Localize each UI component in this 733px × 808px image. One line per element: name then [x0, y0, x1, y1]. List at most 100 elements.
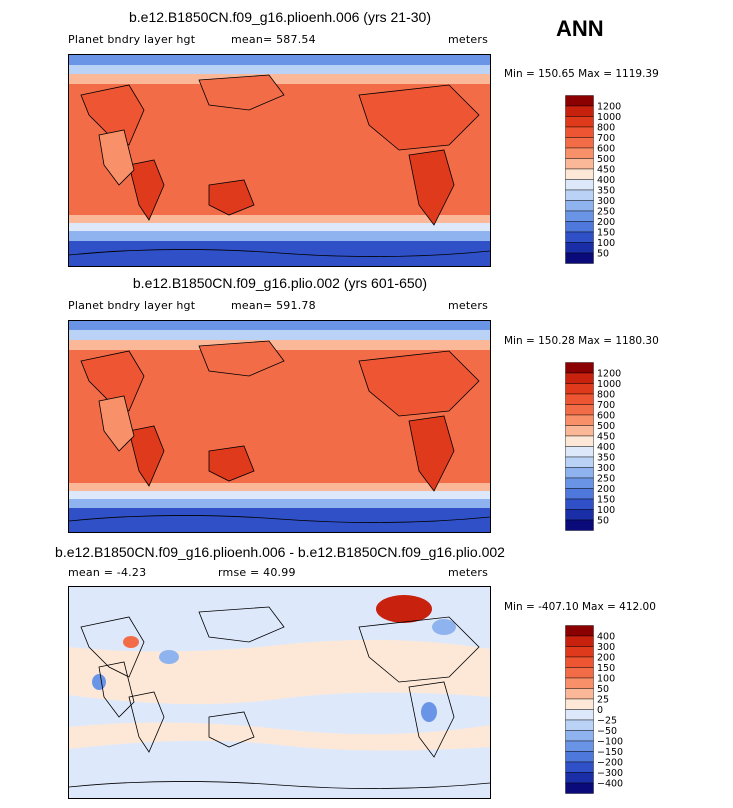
arctic-band: [69, 321, 490, 330]
colorbar-tick-label: 25: [597, 695, 609, 706]
panel-1-map-svg: [69, 55, 490, 266]
colorbar-swatch: [565, 168, 594, 180]
colorbar-tick-label: 350: [597, 186, 615, 197]
colorbar-swatch: [565, 393, 594, 405]
australia-outline: [208, 179, 255, 216]
colorbar-swatch: [565, 519, 594, 531]
colorbar-swatch: [565, 761, 594, 773]
colorbar-tick-label: 1000: [597, 112, 621, 123]
southern-band-1: [69, 215, 490, 223]
colorbar-swatch: [565, 456, 594, 468]
colorbar-tick-label: 100: [597, 238, 615, 249]
colorbar-tick-label: 100: [597, 505, 615, 516]
colorbar-tick-label: 400: [597, 632, 615, 643]
south-america-east-outline: [408, 149, 455, 226]
panel-1-mean-label: mean= 587.54: [231, 33, 316, 46]
colorbar-tick-label: 300: [597, 463, 615, 474]
colorbar-swatch: [565, 467, 594, 479]
colorbar-swatch: [565, 719, 594, 731]
colorbar-swatch: [565, 435, 594, 447]
colorbar-swatch: [565, 772, 594, 784]
eurasia-east-outline: [358, 84, 480, 151]
colorbar-tick-label: 1000: [597, 379, 621, 390]
colorbar-tick-label: −200: [597, 758, 623, 769]
colorbar-tick-label: 500: [597, 421, 615, 432]
panel-3-map: [68, 586, 491, 799]
colorbar-tick-label: 600: [597, 411, 615, 422]
south-america-negative-anomaly: [421, 702, 437, 722]
africa-outline: [98, 661, 135, 718]
panel-2-variable-label: Planet bndry layer hgt: [68, 299, 196, 312]
colorbar-swatch: [565, 95, 594, 107]
colorbar-swatch: [565, 688, 594, 700]
colorbar-swatch: [565, 425, 594, 437]
panel-2-units-label: meters: [448, 299, 489, 312]
colorbar-swatch: [565, 221, 594, 233]
colorbar-swatch: [565, 242, 594, 254]
colorbar-tick-label: −50: [597, 726, 617, 737]
colorbar-tick-label: 350: [597, 453, 615, 464]
south-america-east-outline: [408, 681, 455, 758]
panel-3-mean-label: mean = -4.23: [68, 566, 147, 579]
colorbar-swatch: [565, 740, 594, 752]
colorbar-svg: 1200100080070060050045040035030025020015…: [565, 362, 621, 531]
colorbar-svg: 40030020015010050250−25−50−100−150−200−3…: [565, 625, 623, 794]
colorbar-tick-label: 700: [597, 400, 615, 411]
colorbar-swatch: [565, 709, 594, 721]
colorbar-swatch: [565, 383, 594, 395]
colorbar-swatch: [565, 362, 594, 374]
eurasia-east-outline: [358, 350, 480, 417]
colorbar-tick-label: 800: [597, 123, 615, 134]
colorbar-swatch: [565, 404, 594, 416]
colorbar-swatch: [565, 698, 594, 710]
colorbar-swatch: [565, 677, 594, 689]
colorbar-swatch: [565, 189, 594, 201]
colorbar-swatch: [565, 730, 594, 742]
panel-2-mean-label: mean= 591.78: [231, 299, 316, 312]
colorbar-swatch: [565, 488, 594, 500]
southern-band-3: [69, 231, 490, 241]
panel-3-units-label: meters: [448, 566, 489, 579]
beringia-positive-anomaly: [376, 595, 432, 623]
colorbar-tick-label: 400: [597, 442, 615, 453]
colorbar-tick-label: 100: [597, 674, 615, 685]
panel-2-map: [68, 320, 491, 533]
australia-outline: [208, 445, 255, 482]
asia-outline: [198, 340, 285, 377]
colorbar-tick-label: 700: [597, 133, 615, 144]
southern-band-2: [69, 223, 490, 231]
panel-1-title: b.e12.B1850CN.f09_g16.plioenh.006 (yrs 2…: [129, 9, 431, 25]
colorbar-swatch: [565, 105, 594, 117]
colorbar-tick-label: −400: [597, 779, 623, 790]
season-label: ANN: [556, 16, 604, 41]
colorbar-swatch: [565, 147, 594, 159]
eurasia-east-outline: [358, 616, 480, 683]
arctic-band-3: [69, 340, 490, 350]
south-america-outline: [128, 425, 165, 487]
colorbar-swatch: [565, 372, 594, 384]
panel-1-minmax: Min = 150.65 Max = 1119.39: [504, 68, 659, 80]
colorbar-tick-label: 150: [597, 663, 615, 674]
colorbar-tick-label: 0: [597, 705, 603, 716]
africa-outline: [98, 129, 135, 186]
north-america-outline: [80, 350, 145, 412]
africa-negative-anomaly: [92, 674, 106, 690]
colorbar-swatch: [565, 126, 594, 138]
arctic-band-2: [69, 330, 490, 340]
colorbar-tick-label: 800: [597, 390, 615, 401]
colorbar-tick-label: 250: [597, 207, 615, 218]
colorbar-tick-label: 50: [597, 516, 609, 527]
colorbar-swatch: [565, 414, 594, 426]
colorbar-tick-label: 200: [597, 653, 615, 664]
colorbar-tick-label: 400: [597, 175, 615, 186]
colorbar-svg: 1200100080070060050045040035030025020015…: [565, 95, 621, 264]
colorbar-tick-label: 50: [597, 249, 609, 260]
panel-2-map-svg: [69, 321, 490, 532]
colorbar-tick-label: 300: [597, 196, 615, 207]
southern-band-2: [69, 491, 490, 499]
colorbar-swatch: [565, 252, 594, 264]
colorbar-swatch: [565, 231, 594, 243]
colorbar-swatch: [565, 656, 594, 668]
arctic-band-2: [69, 65, 490, 74]
south-america-outline: [128, 159, 165, 221]
